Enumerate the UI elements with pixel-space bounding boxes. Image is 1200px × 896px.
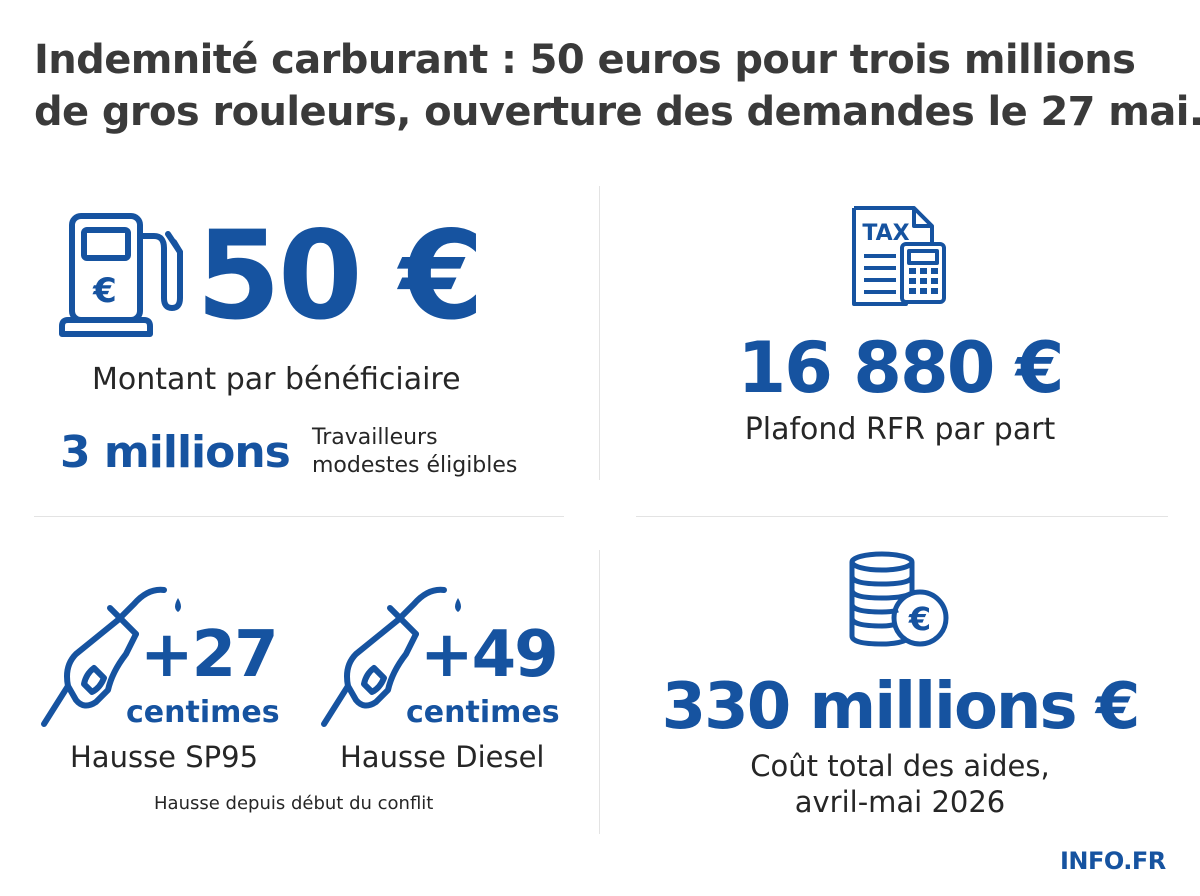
cost-label-line-1: Coût total des aides, [750,749,1050,783]
diesel-label: Hausse Diesel [340,740,545,774]
cost-label-line-2: avril-mai 2026 [794,785,1006,819]
workers-value: 3 millions [60,427,291,478]
source-logo: INFO.FR [1060,847,1166,875]
fuel-nozzle-icon [41,586,181,727]
increase-note: Hausse depuis début du conflit [154,793,434,814]
diesel-value: +49 [420,618,559,692]
sp95-value: +27 [140,618,279,692]
amount-value: 50 € [196,205,484,347]
svg-text:€: € [908,600,931,638]
sp95-unit: centimes [126,695,280,730]
divider-vertical-bottom [599,550,600,834]
ceiling-label: Plafond RFR par part [744,412,1056,447]
divider-vertical-top [599,186,600,480]
diesel-unit: centimes [406,695,560,730]
fuel-pump-euro-icon: € [59,213,183,337]
title-line-1: Indemnité carburant : 50 euros pour troi… [34,37,1136,83]
fuel-nozzle-icon [321,586,461,727]
divider-horizontal-left [34,516,564,517]
svg-text:€: € [92,271,117,311]
ceiling-value: 16 880 € [737,327,1065,409]
amount-label: Montant par bénéficiaire [92,362,461,397]
cost-value: 330 millions € [661,670,1141,744]
workers-label-line-2: modestes éligibles [312,453,518,478]
tax-label: TAX [862,221,909,246]
divider-horizontal-right [636,516,1168,517]
title-line-2: de gros rouleurs, ouverture des demandes… [34,89,1200,135]
tax-document-calculator-icon: TAX [852,206,946,306]
sp95-label: Hausse SP95 [70,740,259,774]
coin-stack-euro-icon: € [849,551,949,647]
workers-label-line-1: Travailleurs [312,425,438,450]
page-title: Indemnité carburant : 50 euros pour troi… [34,34,1200,138]
